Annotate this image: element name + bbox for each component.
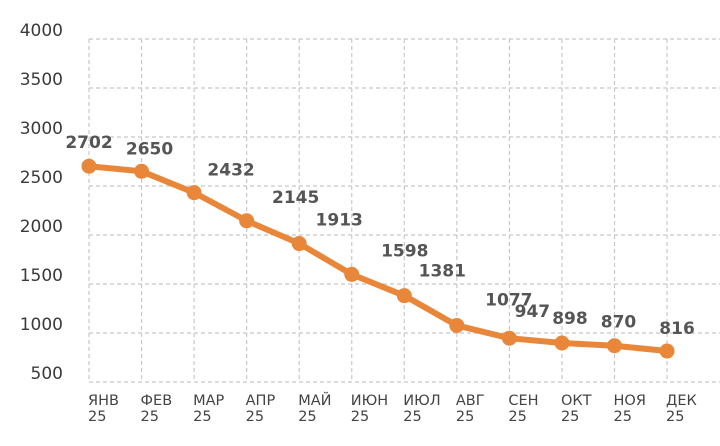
x-tick-month: МАР — [193, 393, 224, 409]
data-point-marker — [501, 330, 517, 346]
x-tick-month: ОКТ — [561, 393, 592, 409]
data-point-marker — [449, 317, 465, 333]
y-axis-labels: 4000 3500 3000 2500 2000 1500 1000 500 — [20, 21, 63, 384]
data-label: 947 — [515, 302, 551, 322]
x-axis-labels: ЯНВ25ФЕВ25МАР25АПР25МАЙ25ИЮН25ИЮЛ25АВГ25… — [88, 391, 698, 425]
x-tick-month: МАЙ — [298, 391, 331, 409]
data-point-marker — [239, 213, 255, 229]
x-tick-year: 25 — [561, 409, 579, 425]
x-tick-month: АВГ — [456, 393, 485, 409]
data-point-marker — [186, 185, 202, 201]
x-tick-year: 25 — [298, 409, 316, 425]
y-tick-label: 3000 — [20, 119, 63, 139]
data-point-marker — [659, 343, 675, 359]
y-tick-label: 1000 — [20, 315, 63, 335]
data-point-marker — [396, 288, 412, 304]
data-label: 2702 — [65, 133, 112, 153]
data-label: 898 — [552, 309, 588, 329]
grid-lines — [88, 38, 720, 383]
series-line — [86, 163, 671, 355]
x-tick-month: ДЕК — [666, 393, 697, 409]
data-label: 1598 — [381, 241, 428, 261]
y-tick-label: 3500 — [20, 70, 63, 90]
y-tick-label: 500 — [31, 364, 63, 384]
data-label: 2432 — [207, 161, 254, 181]
x-tick-year: 25 — [666, 409, 684, 425]
x-tick-year: 25 — [403, 409, 421, 425]
data-label: 870 — [601, 313, 637, 333]
data-point-marker — [134, 163, 150, 179]
data-point-marker — [81, 158, 97, 174]
x-tick-year: 25 — [141, 409, 159, 425]
data-label: 816 — [659, 319, 695, 339]
y-tick-label: 2000 — [20, 217, 63, 237]
data-series — [81, 158, 675, 359]
x-tick-year: 25 — [508, 409, 526, 425]
x-tick-year: 25 — [88, 409, 106, 425]
x-tick-month: ИЮН — [351, 393, 388, 409]
x-tick-month: НОЯ — [614, 393, 646, 409]
data-point-marker — [554, 335, 570, 351]
x-tick-month: АПР — [246, 393, 276, 409]
x-tick-month: ЯНВ — [88, 393, 119, 409]
x-tick-year: 25 — [614, 409, 632, 425]
x-tick-month: ИЮЛ — [403, 393, 440, 409]
x-tick-year: 25 — [351, 409, 369, 425]
x-tick-month: СЕН — [508, 393, 538, 409]
data-label: 2650 — [126, 139, 173, 159]
data-label: 1381 — [419, 262, 466, 282]
data-label: 2145 — [272, 188, 319, 208]
x-tick-year: 25 — [246, 409, 264, 425]
x-tick-month: ФЕВ — [141, 393, 173, 409]
x-tick-year: 25 — [193, 409, 211, 425]
data-label: 1913 — [316, 211, 363, 231]
data-label: 1077 — [485, 290, 532, 310]
data-point-marker — [607, 338, 622, 354]
y-tick-label: 2500 — [20, 168, 63, 188]
y-tick-label: 4000 — [20, 21, 63, 41]
y-tick-label: 1500 — [20, 266, 63, 286]
x-tick-year: 25 — [456, 409, 474, 425]
data-point-marker — [291, 236, 307, 252]
data-point-marker — [344, 266, 360, 282]
